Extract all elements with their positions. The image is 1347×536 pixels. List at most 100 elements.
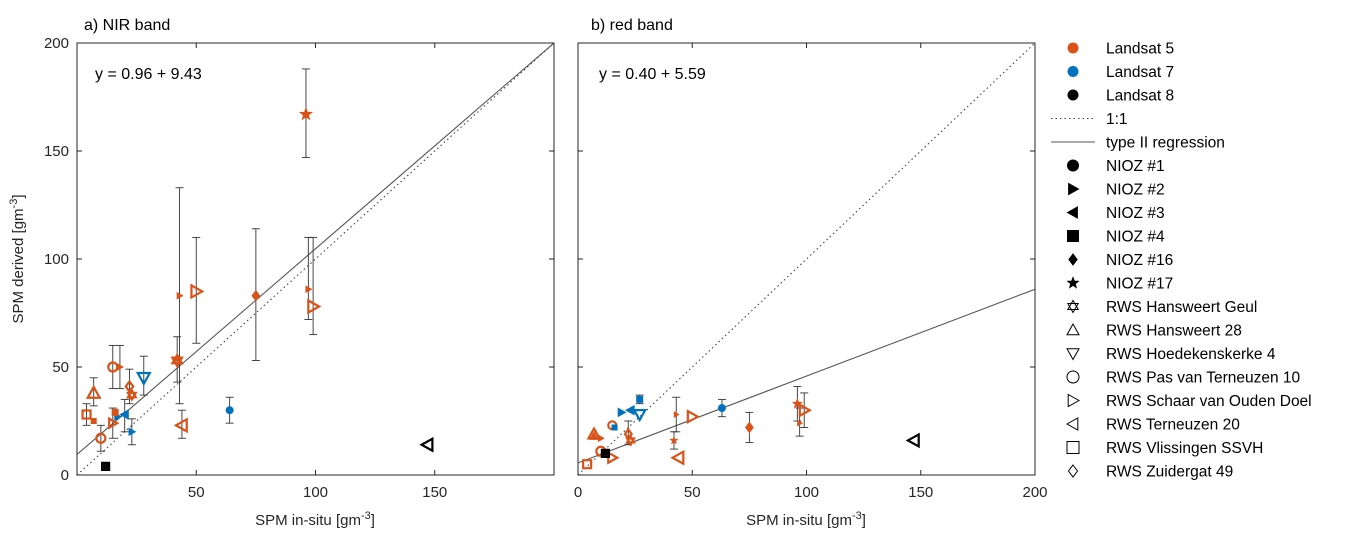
legend-entry: Landsat 5 bbox=[1067, 41, 1174, 58]
legend-marker bbox=[1066, 370, 1080, 384]
data-point bbox=[81, 409, 92, 420]
data-point bbox=[173, 417, 188, 434]
plot-content-nir bbox=[77, 43, 554, 475]
x-tick-label: 50 bbox=[684, 484, 701, 501]
legend: Landsat 5 Landsat 7 Landsat 8 1:1 type II re… bbox=[1051, 41, 1312, 481]
legend-label: Landsat 5 bbox=[1106, 41, 1174, 58]
legend-entry: NIOZ #2 bbox=[1068, 182, 1165, 199]
x-tick-label: 150 bbox=[422, 484, 447, 501]
data-point bbox=[298, 106, 314, 121]
data-point bbox=[135, 371, 152, 387]
legend-marker bbox=[1066, 348, 1080, 361]
data-point bbox=[632, 409, 648, 423]
x-tick-label: 100 bbox=[303, 484, 328, 501]
data-point bbox=[717, 404, 726, 413]
data-point bbox=[673, 411, 680, 418]
y-tick-label: 50 bbox=[52, 359, 69, 376]
legend-label: RWS Schaar van Ouden Doel bbox=[1106, 393, 1312, 410]
x-ticks-red: 0 50 100 150 200 bbox=[574, 42, 1048, 501]
legend-entry: 1:1 bbox=[1051, 111, 1128, 128]
legend-entry: NIOZ #3 bbox=[1066, 205, 1165, 222]
legend-label: type II regression bbox=[1106, 135, 1225, 152]
x-axis-label-nir: SPM in-situ [gm-3] bbox=[255, 510, 375, 529]
data-point bbox=[119, 409, 129, 420]
data-point bbox=[111, 408, 119, 416]
panel-title-nir: a) NIR band bbox=[84, 17, 170, 34]
one-to-one-line bbox=[578, 43, 1035, 475]
data-point bbox=[90, 418, 97, 424]
legend-entry: RWS Pas van Terneuzen 10 bbox=[1066, 370, 1301, 387]
regression-equation-nir: y = 0.96 + 9.43 bbox=[95, 66, 202, 83]
data-point bbox=[602, 450, 608, 456]
legend-entry: RWS Vlissingen SSVH bbox=[1066, 440, 1263, 457]
legend-marker bbox=[1067, 393, 1081, 408]
y-tick-label: 150 bbox=[44, 143, 69, 160]
regression-line bbox=[578, 288, 1035, 464]
data-point bbox=[670, 449, 685, 466]
legend-label: RWS Hansweert Geul bbox=[1106, 299, 1257, 316]
legend-marker bbox=[1067, 159, 1079, 172]
data-point bbox=[307, 298, 322, 315]
legend-color-dot bbox=[1067, 89, 1079, 101]
x-tick-label: 50 bbox=[188, 484, 205, 501]
legend-entry: type II regression bbox=[1051, 135, 1225, 152]
y-tick-label: 100 bbox=[44, 251, 69, 268]
error-bar bbox=[139, 355, 148, 396]
error-bar bbox=[800, 392, 809, 428]
y-tick-label: 0 bbox=[61, 467, 69, 484]
legend-entry: RWS Hansweert Geul bbox=[1066, 299, 1257, 316]
data-point bbox=[103, 463, 109, 469]
data-point bbox=[170, 352, 184, 369]
data-point bbox=[625, 434, 636, 447]
data-point bbox=[589, 431, 599, 440]
data-point bbox=[128, 427, 137, 437]
legend-label: RWS Vlissingen SSVH bbox=[1106, 440, 1263, 457]
legend-label: NIOZ #16 bbox=[1106, 252, 1173, 269]
data-point bbox=[791, 397, 803, 409]
data-point bbox=[669, 435, 679, 445]
data-point bbox=[251, 289, 261, 302]
legend-label: RWS Terneuzen 20 bbox=[1106, 417, 1240, 434]
legend-marker bbox=[1066, 299, 1080, 314]
x-tick-label: 100 bbox=[794, 484, 819, 501]
x-ticks-nir: 50 100 150 bbox=[188, 43, 447, 501]
legend-entry: Landsat 7 bbox=[1067, 64, 1174, 81]
legend-entry: RWS Hansweert 28 bbox=[1066, 322, 1242, 340]
legend-marker bbox=[1068, 253, 1078, 266]
panel-nir: a) NIR band 0 50 100 150 200 50 100 150 y = 0.… bbox=[8, 17, 555, 529]
data-point bbox=[305, 285, 313, 294]
data-point bbox=[126, 388, 138, 402]
data-point bbox=[611, 424, 618, 431]
legend-color-dot bbox=[1067, 66, 1079, 77]
data-point bbox=[745, 421, 754, 434]
legend-label: NIOZ #1 bbox=[1106, 158, 1165, 175]
data-point bbox=[582, 459, 593, 470]
data-point bbox=[176, 291, 184, 300]
data-point bbox=[686, 409, 701, 425]
data-point bbox=[190, 283, 205, 300]
data-point bbox=[625, 404, 635, 416]
data-point bbox=[905, 432, 920, 449]
data-point bbox=[95, 432, 107, 444]
data-point bbox=[600, 448, 611, 458]
legend-marker bbox=[1067, 230, 1079, 242]
legend-marker bbox=[1068, 182, 1080, 196]
x-tick-label: 150 bbox=[908, 484, 933, 501]
legend-marker bbox=[1066, 322, 1080, 336]
x-tick-label: 200 bbox=[1022, 484, 1047, 501]
error-bar bbox=[177, 409, 186, 439]
error-bar bbox=[309, 236, 318, 336]
legend-entry: RWS Schaar van Ouden Doel bbox=[1067, 393, 1312, 410]
legend-label: RWS Hansweert 28 bbox=[1106, 323, 1242, 340]
data-point bbox=[108, 416, 120, 430]
legend-label: 1:1 bbox=[1106, 111, 1128, 128]
legend-label: NIOZ #2 bbox=[1106, 182, 1165, 199]
error-bar bbox=[82, 403, 91, 426]
legend-marker bbox=[1066, 206, 1078, 219]
error-bar bbox=[108, 344, 117, 390]
data-point bbox=[124, 379, 135, 394]
y-tick-label: 200 bbox=[44, 35, 69, 52]
panel-red: b) red band 0 50 100 150 200 y = 0.40 + 5.59… bbox=[574, 17, 1048, 529]
legend-label: Landsat 8 bbox=[1106, 88, 1174, 105]
